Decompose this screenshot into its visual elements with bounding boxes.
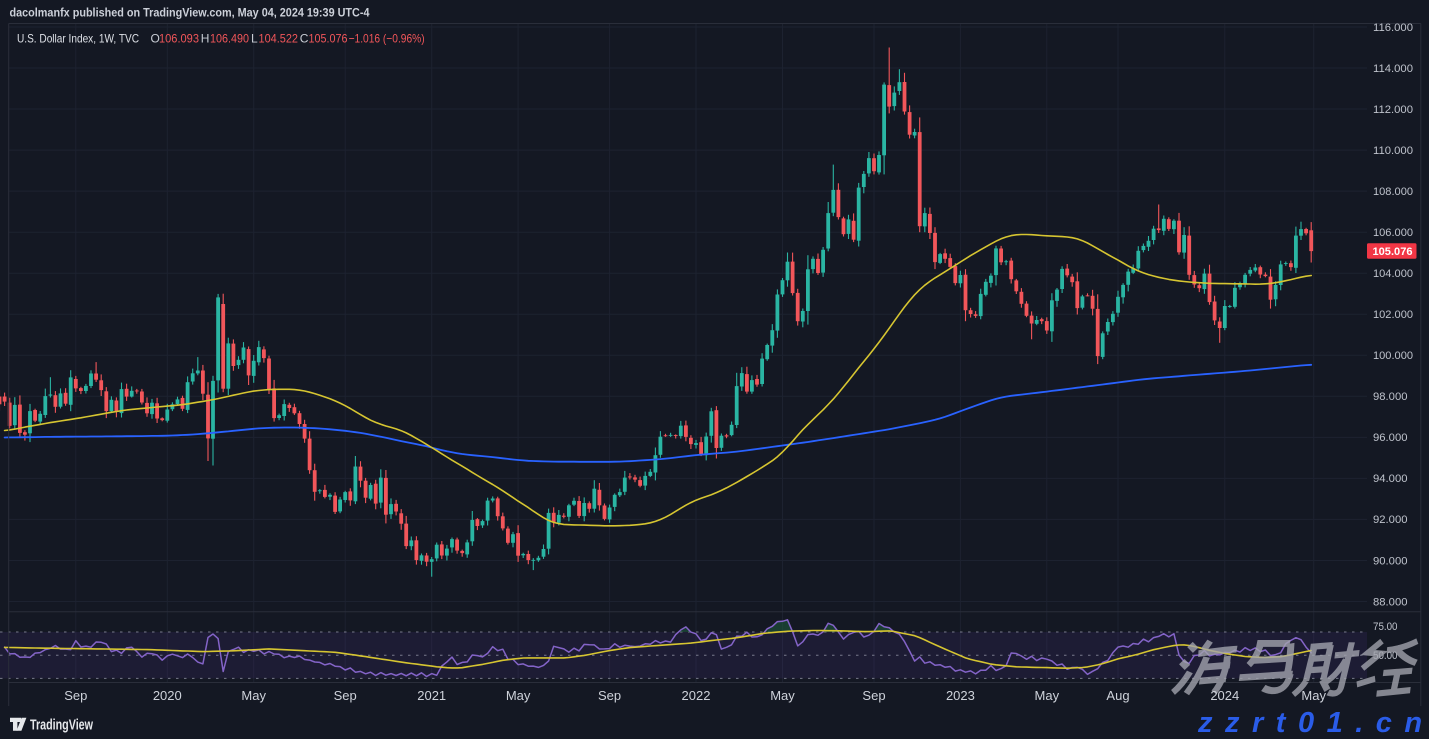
svg-text:2023: 2023 [946, 688, 975, 703]
svg-text:Aug: Aug [1106, 688, 1129, 703]
svg-text:TradingView: TradingView [30, 717, 93, 734]
svg-text:Sep: Sep [862, 688, 885, 703]
svg-text:104.000: 104.000 [1373, 268, 1413, 280]
svg-text:106.490: 106.490 [210, 32, 249, 46]
svg-text:O: O [151, 32, 160, 46]
svg-text:92.000: 92.000 [1373, 514, 1408, 526]
svg-text:2024: 2024 [1210, 688, 1239, 703]
svg-text:dacolmanfx published on Tradin: dacolmanfx published on TradingView.com,… [10, 6, 370, 20]
svg-text:2021: 2021 [417, 688, 446, 703]
svg-text:May: May [1035, 688, 1060, 703]
svg-text:98.000: 98.000 [1373, 391, 1408, 403]
svg-text:94.000: 94.000 [1373, 473, 1408, 485]
svg-text:102.000: 102.000 [1373, 309, 1413, 321]
svg-text:May: May [241, 688, 266, 703]
svg-text:Sep: Sep [64, 688, 87, 703]
svg-text:96.000: 96.000 [1373, 432, 1408, 444]
svg-text:112.000: 112.000 [1373, 104, 1413, 116]
svg-text:2020: 2020 [153, 688, 182, 703]
svg-text:Sep: Sep [598, 688, 621, 703]
svg-text:H: H [201, 32, 210, 46]
svg-text:L: L [251, 32, 258, 46]
svg-text:88.000: 88.000 [1373, 596, 1408, 608]
svg-text:May: May [770, 688, 795, 703]
svg-text:106.000: 106.000 [1373, 227, 1413, 239]
svg-text:100.000: 100.000 [1373, 350, 1413, 362]
svg-text:zzrt01.cn: zzrt01.cn [1197, 707, 1429, 739]
svg-text:2022: 2022 [682, 688, 711, 703]
svg-text:110.000: 110.000 [1373, 145, 1413, 157]
svg-text:114.000: 114.000 [1373, 63, 1413, 75]
svg-text:106.093: 106.093 [159, 32, 199, 46]
svg-text:104.522: 104.522 [259, 32, 299, 46]
svg-text:90.000: 90.000 [1373, 555, 1408, 567]
svg-text:C: C [300, 32, 309, 46]
svg-text:Sep: Sep [334, 688, 357, 703]
svg-text:108.000: 108.000 [1373, 186, 1413, 198]
svg-text:−1.016 (−0.96%): −1.016 (−0.96%) [349, 32, 425, 46]
svg-text:U.S. Dollar Index, 1W, TVC: U.S. Dollar Index, 1W, TVC [17, 32, 139, 46]
svg-text:105.076: 105.076 [1373, 246, 1413, 258]
svg-text:May: May [1301, 688, 1326, 703]
svg-text:105.076: 105.076 [309, 32, 348, 46]
svg-text:75.00: 75.00 [1373, 621, 1398, 633]
svg-text:May: May [506, 688, 531, 703]
svg-text:116.000: 116.000 [1373, 22, 1413, 34]
